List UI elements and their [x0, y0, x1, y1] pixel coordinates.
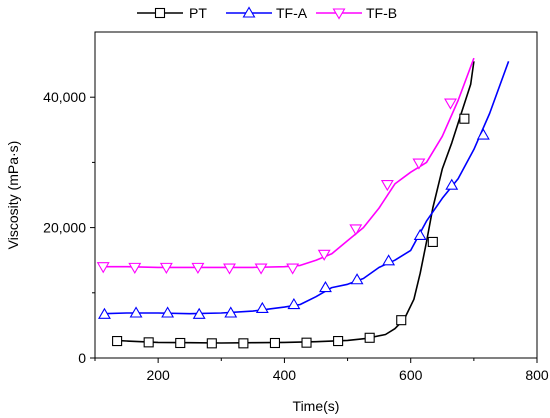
- legend-marker-tf-a: [242, 6, 256, 18]
- legend: PT TF-A TF-B: [137, 5, 397, 21]
- data-point-tf-a: [382, 254, 396, 266]
- data-point-tf-b: [223, 263, 236, 275]
- data-point-tf-a: [129, 306, 143, 318]
- legend-label-tf-b: TF-B: [366, 5, 397, 21]
- data-point-tf-a: [476, 128, 490, 140]
- data-point-tf-b: [191, 262, 205, 274]
- data-point-tf-a: [445, 178, 459, 190]
- data-point-pt: [396, 315, 407, 326]
- y-tick-label: 40,000: [43, 89, 86, 105]
- data-point-tf-a: [287, 297, 301, 310]
- legend-marker-pt: [154, 7, 166, 19]
- x-tick-label: 600: [399, 367, 423, 383]
- x-tick-label: 400: [273, 367, 297, 383]
- data-point-tf-a: [98, 307, 111, 319]
- x-tick-label: 200: [146, 367, 170, 383]
- data-point-pt: [301, 337, 312, 348]
- data-point-tf-b: [128, 262, 142, 274]
- data-point-tf-a: [255, 301, 269, 313]
- data-point-tf-b: [317, 249, 331, 261]
- data-point-pt: [269, 337, 281, 349]
- data-point-pt: [427, 236, 438, 247]
- data-point-pt: [206, 338, 217, 349]
- legend-marker-tf-b: [332, 8, 346, 20]
- data-point-tf-a: [350, 273, 364, 285]
- y-axis-title: Viscosity (mPa·s): [5, 141, 21, 250]
- data-point-pt: [143, 337, 154, 348]
- data-point-pt: [364, 332, 375, 343]
- y-tick-label: 0: [78, 350, 86, 366]
- y-tick-label: 20,000: [43, 220, 86, 236]
- data-point-tf-b: [412, 158, 426, 170]
- data-point-pt: [175, 337, 186, 349]
- data-point-tf-b: [159, 262, 173, 274]
- data-point-tf-a: [192, 307, 206, 319]
- plot-area: [94, 31, 538, 359]
- series-line-pt: [115, 61, 475, 344]
- data-point-tf-a: [319, 280, 332, 293]
- data-point-pt: [112, 335, 123, 347]
- data-point-tf-b: [96, 262, 110, 274]
- data-point-tf-a: [224, 306, 238, 318]
- x-axis-title: Time(s): [293, 398, 340, 414]
- plot-border: [94, 31, 538, 359]
- data-point-tf-a: [161, 306, 175, 318]
- data-point-tf-a: [413, 228, 427, 240]
- data-point-pt: [459, 113, 470, 124]
- data-point-pt: [238, 338, 249, 349]
- series-layer: [96, 57, 510, 349]
- data-point-tf-b: [349, 224, 363, 236]
- data-point-tf-b: [444, 98, 457, 110]
- data-point-tf-b: [380, 180, 394, 192]
- legend-label-tf-a: TF-A: [276, 5, 308, 21]
- x-tick-label: 800: [525, 367, 549, 383]
- data-point-pt: [333, 335, 344, 347]
- axes-layer: 200 400 600 800 0 20,000 40,000: [43, 89, 549, 383]
- legend-label-pt: PT: [189, 5, 207, 21]
- series-line-tf-b: [103, 57, 475, 269]
- data-point-tf-b: [286, 263, 300, 275]
- data-point-tf-b: [254, 263, 268, 275]
